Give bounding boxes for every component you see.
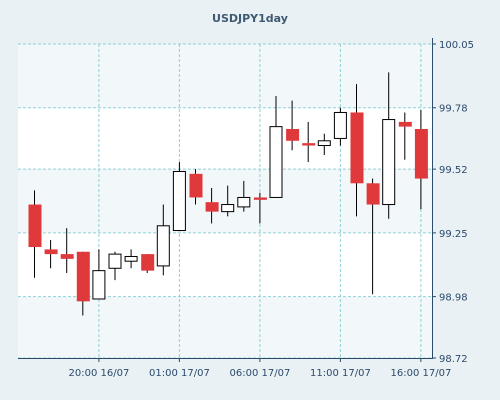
candle-body-down	[366, 183, 380, 205]
x-tick-label: 06:00 17/07	[229, 368, 290, 379]
chart-title: USDJPY1day	[212, 12, 288, 25]
candle-body-up	[317, 140, 331, 147]
x-tick-label: 01:00 17/07	[149, 368, 210, 379]
grid-band	[18, 296, 432, 358]
candle-body-down	[414, 128, 428, 179]
y-tick-label: 99.25	[439, 229, 468, 240]
candle-body-down	[60, 254, 74, 259]
candle-body-up	[172, 170, 186, 232]
y-tick-label: 98.72	[439, 354, 468, 365]
candle-body-up	[156, 225, 170, 267]
x-tick-label: 11:00 17/07	[310, 368, 371, 379]
candle-body-down	[350, 112, 364, 184]
candle-body-up	[333, 111, 347, 139]
candle-body-down	[205, 202, 219, 212]
y-tick-label: 98.98	[439, 293, 468, 304]
candle-body-down	[28, 204, 42, 248]
candle-body-down	[398, 121, 412, 127]
candle-body-up	[382, 119, 396, 206]
candle-body-down	[76, 251, 90, 302]
candle-body-up	[221, 204, 235, 213]
x-tick-label: 20:00 16/07	[68, 368, 129, 379]
grid-band	[18, 44, 432, 108]
candle-body-down	[189, 173, 203, 198]
candle-body-up	[108, 253, 122, 269]
candle-body-up	[269, 126, 283, 198]
candle-body-down	[141, 254, 155, 271]
plot-area: 100.05 99.78 99.52 99.25 98.98 98.72 20:00 16/…	[18, 38, 474, 379]
candle-body-up	[124, 255, 138, 262]
candle-body-up	[237, 196, 251, 208]
y-tick-label: 99.52	[439, 165, 468, 176]
y-tick-label: 99.78	[439, 104, 468, 115]
candle-body-down	[286, 128, 300, 141]
candle-body-down	[44, 249, 58, 255]
candle-body-down	[302, 143, 316, 146]
x-tick-label: 16:00 17/07	[390, 368, 451, 379]
candle-body-up	[92, 270, 106, 300]
candle-body-down	[253, 197, 267, 200]
y-tick-label: 100.05	[439, 40, 474, 51]
